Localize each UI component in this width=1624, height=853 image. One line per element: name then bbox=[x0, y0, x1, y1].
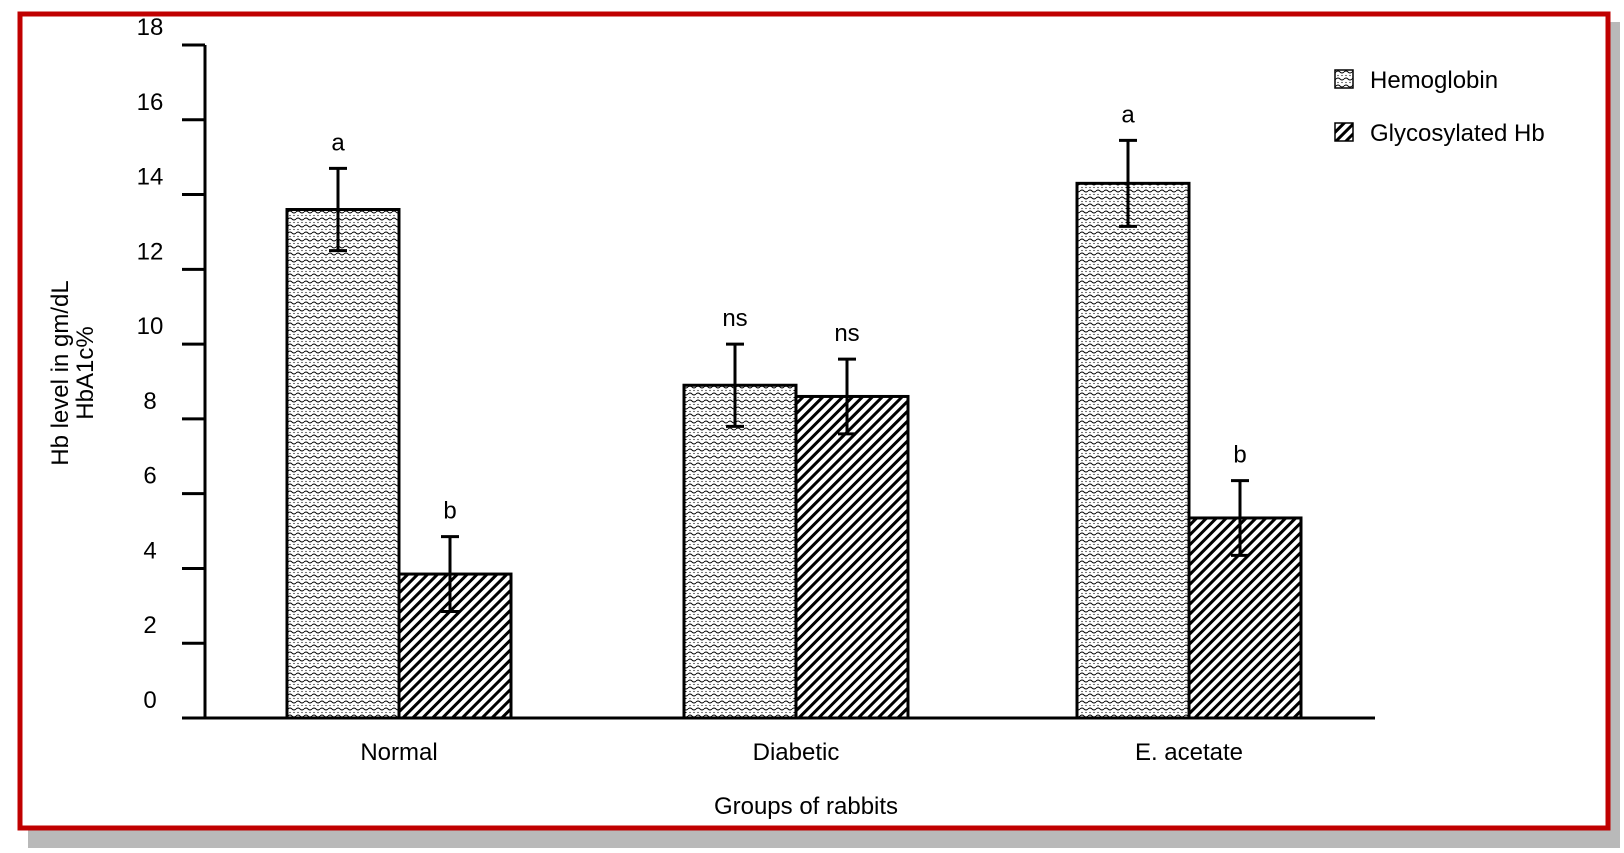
bar-hemoglobin bbox=[682, 383, 798, 720]
y-tick-label: 18 bbox=[137, 14, 164, 41]
x-category-label: Normal bbox=[360, 739, 437, 766]
bar-glycosylated-hb bbox=[1187, 516, 1303, 720]
significance-label: a bbox=[1121, 101, 1135, 128]
y-tick-label: 10 bbox=[137, 313, 164, 340]
significance-label: b bbox=[443, 498, 456, 525]
legend-label: Hemoglobin bbox=[1370, 67, 1498, 94]
significance-label: ns bbox=[722, 305, 747, 332]
y-tick-label: 14 bbox=[137, 164, 164, 191]
y-tick-label: 6 bbox=[143, 463, 156, 490]
y-tick-label: 2 bbox=[143, 612, 156, 639]
bar-glycosylated-hb bbox=[397, 572, 513, 720]
y-tick-label: 12 bbox=[137, 238, 164, 265]
y-tick-label: 8 bbox=[143, 388, 156, 415]
y-tick-label: 16 bbox=[137, 89, 164, 116]
y-tick-label: 0 bbox=[143, 687, 156, 714]
y-axis-title-line-2: HbA1c% bbox=[72, 326, 99, 419]
x-category-label: E. acetate bbox=[1135, 739, 1243, 766]
y-tick-label: 4 bbox=[143, 537, 156, 564]
legend-swatch bbox=[1334, 69, 1354, 89]
significance-label: a bbox=[331, 129, 345, 156]
legend: Hemoglobin Glycosylated Hb bbox=[1334, 67, 1545, 147]
significance-label: b bbox=[1233, 442, 1246, 469]
x-category-label: Diabetic bbox=[753, 739, 840, 766]
y-axis-title-line-1: Hb level in gm/dL bbox=[47, 280, 74, 465]
bar-hemoglobin bbox=[285, 208, 401, 720]
x-axis-title: Groups of rabbits bbox=[714, 793, 898, 820]
bar-glycosylated-hb bbox=[794, 394, 910, 720]
bar-hemoglobin bbox=[1075, 181, 1191, 720]
plot-area: 0 2 4 6 8 10 12 14 16 18 a ns a b ns b Normal Diabetic E. … bbox=[137, 14, 1375, 766]
significance-label: ns bbox=[834, 320, 859, 347]
legend-swatch bbox=[1334, 122, 1354, 142]
legend-label: Glycosylated Hb bbox=[1370, 120, 1545, 147]
